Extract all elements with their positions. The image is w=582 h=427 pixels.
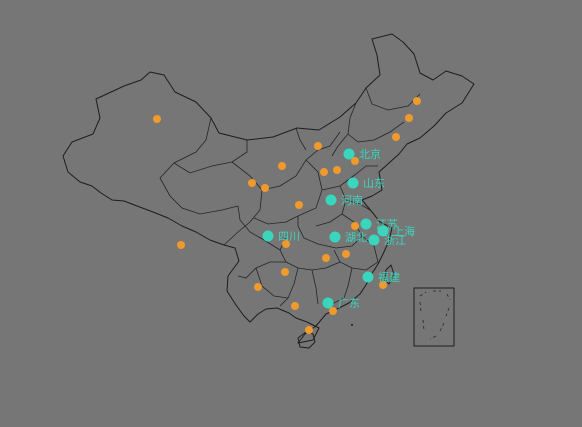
orange-point[interactable]: [177, 241, 185, 249]
highlight-point[interactable]: [360, 218, 372, 230]
orange-point[interactable]: [351, 222, 359, 230]
island-dot: [351, 324, 353, 326]
orange-point[interactable]: [282, 240, 290, 248]
orange-points-layer: [153, 97, 421, 334]
orange-point[interactable]: [281, 268, 289, 276]
highlight-point[interactable]: [347, 177, 359, 189]
orange-point[interactable]: [351, 157, 359, 165]
orange-point[interactable]: [392, 133, 400, 141]
highlight-point[interactable]: [377, 225, 389, 237]
province-boundaries: [159, 87, 421, 307]
highlight-point[interactable]: [368, 234, 380, 246]
orange-point[interactable]: [153, 115, 161, 123]
orange-point[interactable]: [329, 307, 337, 315]
province-label: 浙江: [384, 234, 406, 247]
province-label: 河南: [341, 194, 363, 207]
highlight-point[interactable]: [362, 271, 374, 283]
province-label: 湖北: [345, 231, 367, 244]
highlight-point[interactable]: [343, 148, 355, 160]
highlight-point[interactable]: [325, 194, 337, 206]
orange-point[interactable]: [342, 250, 350, 258]
province-label: 山东: [363, 177, 385, 190]
orange-point[interactable]: [333, 166, 341, 174]
province-label: 广东: [338, 297, 360, 310]
orange-point[interactable]: [254, 283, 262, 291]
south-china-sea-inset: [413, 287, 455, 347]
province-label: 北京: [359, 147, 381, 161]
orange-point[interactable]: [405, 114, 413, 122]
orange-point[interactable]: [295, 201, 303, 209]
orange-point[interactable]: [379, 281, 387, 289]
orange-point[interactable]: [322, 254, 330, 262]
orange-point[interactable]: [248, 179, 256, 187]
province-label: 上海: [393, 224, 415, 238]
highlight-point[interactable]: [329, 231, 341, 243]
inset-dashes: [419, 290, 451, 340]
orange-point[interactable]: [278, 162, 286, 170]
highlight-point[interactable]: [322, 297, 334, 309]
province-label: 四川: [278, 230, 300, 243]
taiwan-island: [384, 264, 395, 285]
china-outline: [62, 33, 475, 344]
highlight-point[interactable]: [262, 230, 274, 242]
orange-point[interactable]: [320, 168, 328, 176]
orange-point[interactable]: [291, 302, 299, 310]
orange-point[interactable]: [261, 184, 269, 192]
orange-point[interactable]: [314, 142, 322, 150]
province-label: 福建: [378, 270, 400, 284]
orange-point[interactable]: [305, 326, 313, 334]
orange-point[interactable]: [413, 97, 421, 105]
